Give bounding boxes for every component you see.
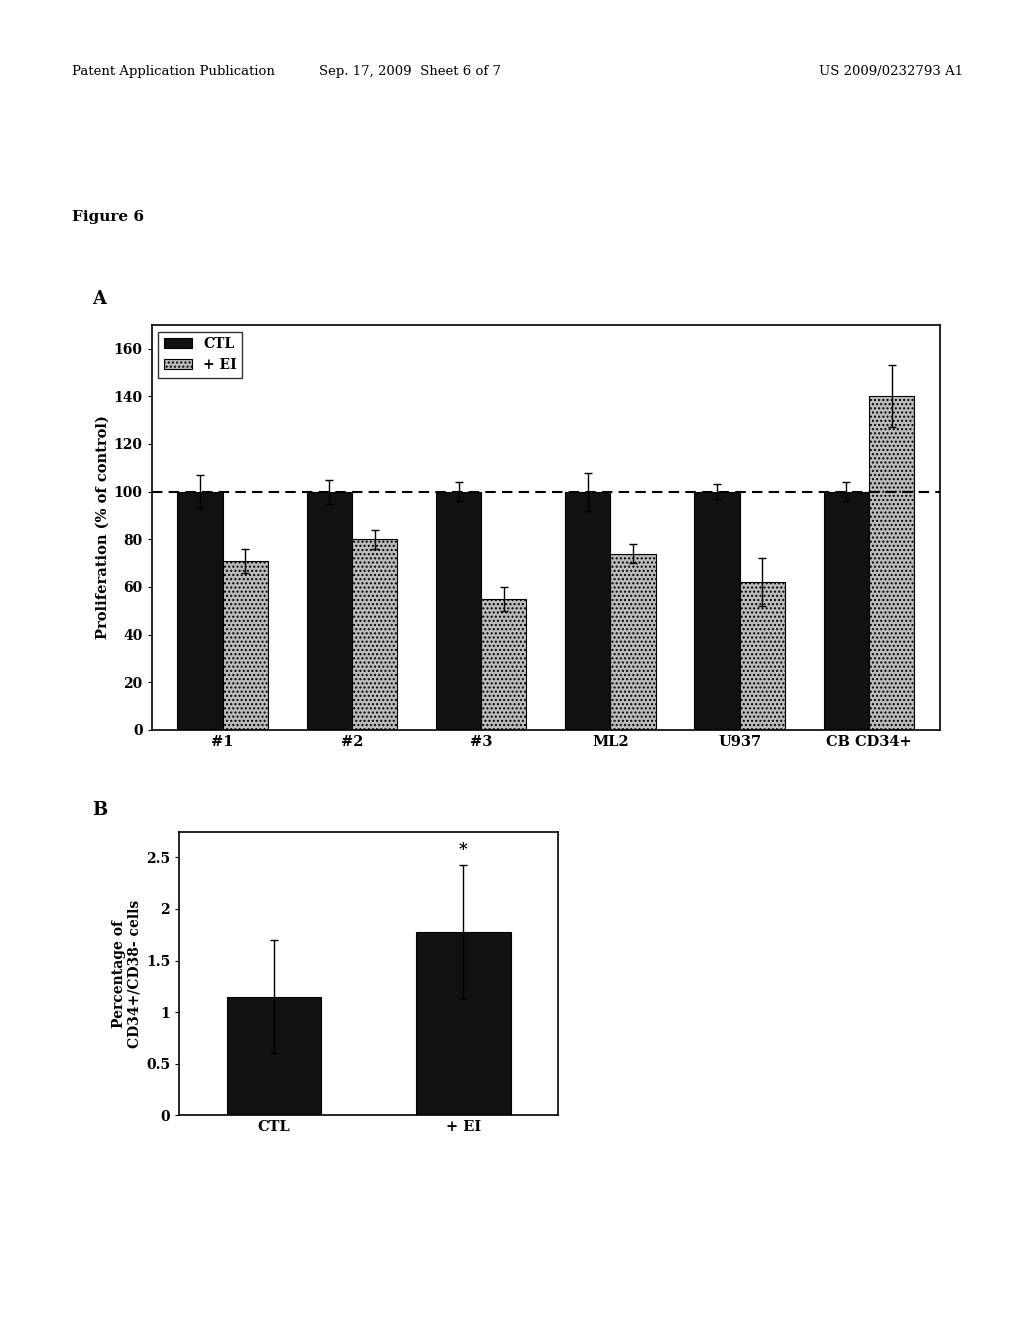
Text: Sep. 17, 2009  Sheet 6 of 7: Sep. 17, 2009 Sheet 6 of 7 <box>318 65 501 78</box>
Bar <box>226 997 322 1115</box>
Bar <box>869 396 914 730</box>
Bar <box>481 599 526 730</box>
Bar <box>306 491 352 730</box>
Bar <box>823 491 869 730</box>
Text: US 2009/0232793 A1: US 2009/0232793 A1 <box>819 65 964 78</box>
Bar <box>739 582 785 730</box>
Bar <box>436 491 481 730</box>
Bar <box>222 561 268 730</box>
Bar <box>177 491 222 730</box>
Bar <box>610 553 655 730</box>
Bar <box>694 491 739 730</box>
Text: *: * <box>459 841 468 858</box>
Bar <box>565 491 610 730</box>
Text: B: B <box>92 801 108 820</box>
Bar <box>352 540 397 730</box>
Legend: CTL, + EI: CTL, + EI <box>159 331 243 378</box>
Text: Patent Application Publication: Patent Application Publication <box>72 65 274 78</box>
Bar <box>416 932 511 1115</box>
Y-axis label: Percentage of
CD34+/CD38- cells: Percentage of CD34+/CD38- cells <box>112 899 141 1048</box>
Y-axis label: Proliferation (% of control): Proliferation (% of control) <box>95 416 110 639</box>
Text: A: A <box>92 290 106 309</box>
Text: Figure 6: Figure 6 <box>72 210 143 224</box>
